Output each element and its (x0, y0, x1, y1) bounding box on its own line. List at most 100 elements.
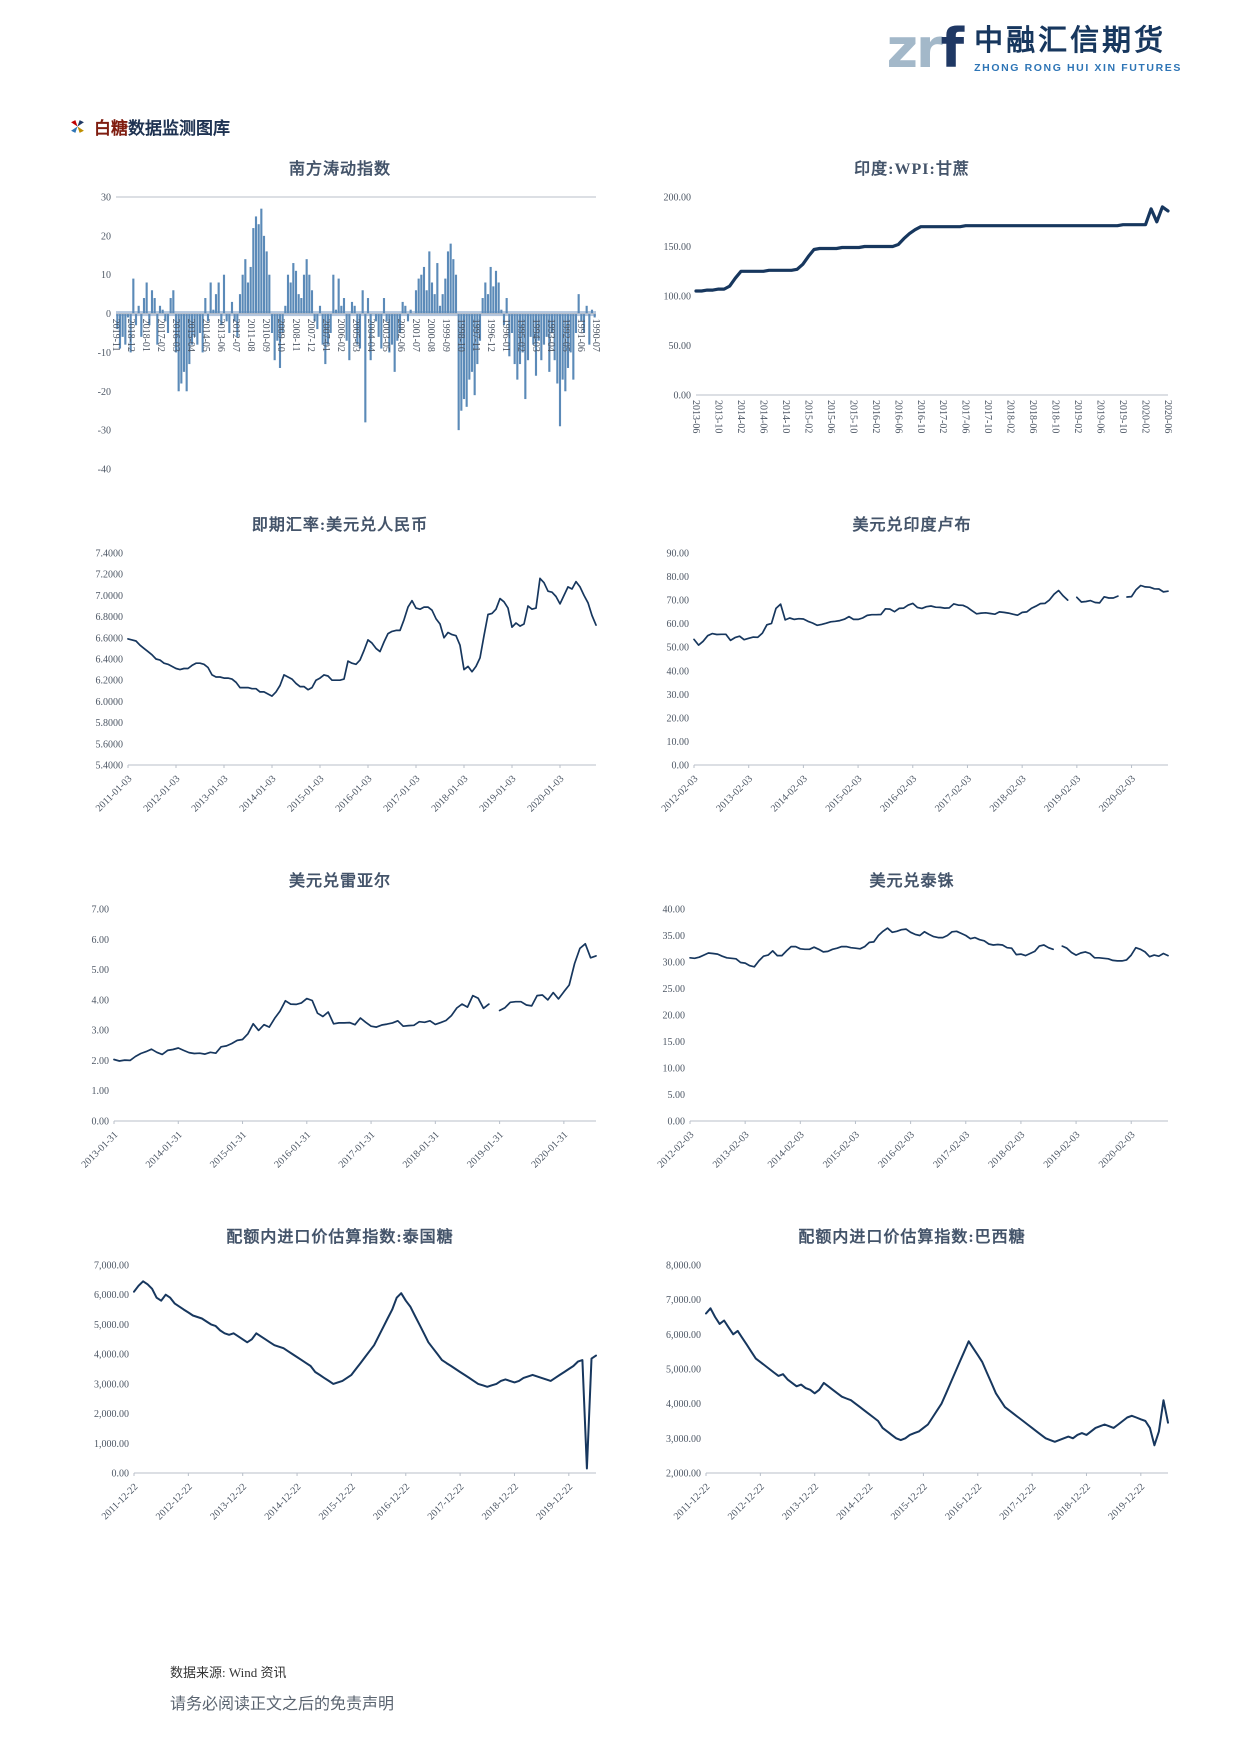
svg-text:2015-04: 2015-04 (185, 319, 196, 352)
svg-text:2018-12-22: 2018-12-22 (1052, 1482, 1093, 1523)
svg-text:2014-01-03: 2014-01-03 (238, 774, 279, 815)
chart-canvas-india-wpi: 0.00 50.00 100.00 150.00 200.00 2013-06 2013-1… (664, 193, 1174, 434)
svg-text:2017-12-22: 2017-12-22 (998, 1482, 1039, 1523)
svg-text:1998-10: 1998-10 (455, 319, 466, 352)
svg-text:2012-01-03: 2012-01-03 (142, 774, 183, 815)
chart-title: 配额内进口价估算指数:泰国糖 (226, 1229, 454, 1246)
svg-text:2.00: 2.00 (92, 1056, 110, 1067)
svg-text:2016-10: 2016-10 (915, 400, 926, 433)
svg-text:2019-01-31: 2019-01-31 (465, 1130, 506, 1171)
svg-text:6.4000: 6.4000 (96, 655, 124, 666)
svg-text:2007-12: 2007-12 (305, 319, 316, 352)
svg-text:2020-02-03: 2020-02-03 (1097, 1130, 1138, 1171)
svg-text:2000-08: 2000-08 (425, 319, 436, 352)
svg-text:2014-01-31: 2014-01-31 (144, 1130, 185, 1171)
svg-text:1.00: 1.00 (92, 1086, 110, 1097)
svg-text:5,000.00: 5,000.00 (94, 1320, 129, 1331)
svg-text:2015-06: 2015-06 (825, 400, 836, 433)
svg-text:5,000.00: 5,000.00 (666, 1365, 701, 1376)
svg-text:1999-09: 1999-09 (440, 319, 451, 352)
company-tagline: ZHONG RONG HUI XIN FUTURES (974, 61, 1182, 74)
svg-text:2012-07: 2012-07 (230, 319, 241, 352)
section-header: 白糖数据监测图库 (70, 114, 1182, 139)
svg-text:2018-02-03: 2018-02-03 (986, 1130, 1027, 1171)
svg-text:10.00: 10.00 (667, 737, 690, 748)
svg-text:2014-05: 2014-05 (200, 319, 211, 352)
svg-text:80.00: 80.00 (667, 572, 690, 583)
svg-text:70.00: 70.00 (667, 596, 690, 607)
svg-text:40.00: 40.00 (667, 666, 690, 677)
chart-usd-cny-spot-rate: 即期汇率:美元兑人民币 5.4000 5.6000 5.8000 6.0000 6.20… (70, 511, 610, 837)
svg-text:1997-11: 1997-11 (470, 319, 481, 352)
svg-text:6,000.00: 6,000.00 (666, 1330, 701, 1341)
svg-text:2020-02-03: 2020-02-03 (1097, 774, 1138, 815)
svg-text:2013-01-03: 2013-01-03 (190, 774, 231, 815)
page-title-rest: 数据监测图库 (128, 119, 230, 138)
chart-usd-thb: 美元兑泰铢 0.00 5.00 10.00 15.00 20.00 25.00 30.00 3… (642, 867, 1182, 1193)
svg-text:2019-12-22: 2019-12-22 (1106, 1482, 1147, 1523)
chart-title: 南方涛动指数 (288, 161, 391, 178)
svg-text:2014-06: 2014-06 (757, 400, 768, 433)
svg-text:4,000.00: 4,000.00 (94, 1350, 129, 1361)
svg-text:2004-04: 2004-04 (365, 319, 376, 352)
svg-text:2016-02-03: 2016-02-03 (876, 1130, 917, 1171)
svg-text:2017-02-03: 2017-02-03 (933, 774, 974, 815)
svg-text:20: 20 (101, 231, 111, 242)
svg-text:7,000.00: 7,000.00 (94, 1261, 129, 1272)
page-footer: 数据来源: Wind 资讯 请务必阅读正文之后的免责声明 (170, 1662, 394, 1714)
svg-text:2013-12-22: 2013-12-22 (780, 1482, 821, 1523)
svg-text:2002-06: 2002-06 (395, 319, 406, 352)
svg-text:2001-07: 2001-07 (410, 319, 421, 352)
svg-text:6.00: 6.00 (92, 935, 110, 946)
svg-text:2016-12-22: 2016-12-22 (371, 1482, 412, 1523)
svg-text:1996-01: 1996-01 (500, 319, 511, 352)
svg-text:2003-05: 2003-05 (380, 319, 391, 352)
svg-text:2016-02-03: 2016-02-03 (878, 774, 919, 815)
svg-text:2013-06: 2013-06 (690, 400, 701, 433)
svg-text:90.00: 90.00 (667, 549, 690, 560)
svg-text:2017-10: 2017-10 (982, 400, 993, 433)
svg-text:2013-01-31: 2013-01-31 (80, 1130, 121, 1171)
svg-text:2012-12-22: 2012-12-22 (726, 1482, 767, 1523)
svg-text:2006-02: 2006-02 (335, 319, 346, 352)
svg-text:1995-02: 1995-02 (515, 319, 526, 352)
svg-text:1991-06: 1991-06 (575, 319, 586, 352)
svg-text:3.00: 3.00 (92, 1026, 110, 1037)
svg-text:35.00: 35.00 (663, 931, 686, 942)
svg-text:2017-02-03: 2017-02-03 (931, 1130, 972, 1171)
svg-text:-30: -30 (98, 426, 111, 437)
svg-text:100.00: 100.00 (664, 292, 692, 303)
svg-text:15.00: 15.00 (663, 1037, 686, 1048)
svg-text:2019-06: 2019-06 (1095, 400, 1106, 433)
svg-text:2015-12-22: 2015-12-22 (317, 1482, 358, 1523)
svg-text:60.00: 60.00 (667, 619, 690, 630)
svg-text:2018-12: 2018-12 (125, 319, 136, 352)
svg-text:-40: -40 (98, 465, 111, 476)
svg-text:10: 10 (101, 270, 111, 281)
svg-text:2011-08: 2011-08 (245, 319, 256, 352)
chart-usd-inr: 美元兑印度卢布 0.00 10.00 20.00 30.00 40.00 50.00 60.… (642, 511, 1182, 837)
svg-text:2015-02: 2015-02 (802, 400, 813, 433)
svg-text:7.00: 7.00 (92, 905, 110, 916)
svg-text:2020-06: 2020-06 (1162, 400, 1173, 433)
svg-text:6.8000: 6.8000 (96, 612, 124, 623)
svg-text:2014-12-22: 2014-12-22 (263, 1482, 304, 1523)
chart-thai-sugar-import-price-index: 配额内进口价估算指数:泰国糖 0.00 1,000.00 2,000.00 3,000… (70, 1223, 610, 1549)
svg-text:2016-06: 2016-06 (892, 400, 903, 433)
svg-text:6,000.00: 6,000.00 (94, 1290, 129, 1301)
svg-text:2018-01-31: 2018-01-31 (401, 1130, 442, 1171)
svg-text:2019-02: 2019-02 (1072, 400, 1083, 433)
svg-text:6.2000: 6.2000 (96, 676, 124, 687)
svg-text:20.00: 20.00 (667, 713, 690, 724)
charts-grid: 南方涛动指数 -40 -30 -20 -10 0 10 20 30 2019-11 2018-12… (70, 155, 1182, 1549)
svg-text:20.00: 20.00 (663, 1011, 686, 1022)
svg-text:7.2000: 7.2000 (96, 570, 124, 581)
chart-canvas-thai-sugar: 0.00 1,000.00 2,000.00 3,000.00 4,000.00 5,00… (94, 1261, 597, 1523)
svg-text:50.00: 50.00 (669, 341, 692, 352)
svg-text:150.00: 150.00 (664, 242, 692, 253)
svg-text:1993-04: 1993-04 (545, 319, 556, 352)
disclaimer-note: 请务必阅读正文之后的免责声明 (170, 1696, 395, 1713)
pinwheel-icon (71, 120, 84, 133)
svg-text:2016-01-03: 2016-01-03 (334, 774, 375, 815)
svg-text:1990-07: 1990-07 (590, 319, 601, 352)
